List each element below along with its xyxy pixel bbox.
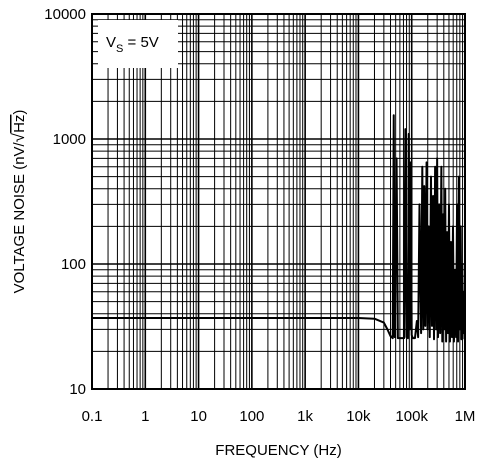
- y-tick-label: 10000: [44, 6, 86, 23]
- y-tick-label: 100: [61, 256, 86, 273]
- grid: [92, 14, 465, 389]
- x-tick-label: 0.1: [82, 408, 103, 425]
- x-tick-label: 100: [239, 408, 264, 425]
- x-tick-label: 10: [190, 408, 207, 425]
- plot-frame: [91, 13, 466, 390]
- y-axis-label-main: VOLTAGE NOISE (nV/: [11, 141, 28, 293]
- x-tick-label: 1M: [455, 408, 476, 425]
- y-tick-label: 10: [69, 381, 86, 398]
- svg-text:VOLTAGE NOISE (nV/√Hz): VOLTAGE NOISE (nV/√Hz): [9, 110, 28, 294]
- y-axis-label-close: ): [11, 110, 28, 115]
- svg-text:VS = 5V: VS = 5V: [106, 34, 159, 55]
- y-axis-label-radicand: Hz: [11, 115, 28, 133]
- annotation-rest: = 5V: [123, 34, 158, 51]
- x-axis-label: FREQUENCY (Hz): [215, 442, 341, 459]
- annotation-subscript: S: [116, 43, 123, 55]
- noise-series-line: [92, 114, 466, 343]
- x-tick-label: 1: [141, 408, 149, 425]
- x-tick-label: 1k: [297, 408, 313, 425]
- x-tick-label: 10k: [346, 408, 371, 425]
- x-tick-label: 100k: [395, 408, 428, 425]
- series-layer: [92, 114, 466, 343]
- y-tick-label: 1000: [53, 131, 86, 148]
- annotation-main: V: [106, 34, 116, 51]
- y-axis-label-radical: √: [9, 132, 28, 142]
- vs-annotation: VS = 5V: [98, 20, 178, 68]
- tick-labels: 0.1 1 10 100 1k 10k 100k 1M 10 100 1000 10000: [44, 6, 475, 425]
- y-axis-label: VOLTAGE NOISE (nV/√Hz): [9, 110, 28, 294]
